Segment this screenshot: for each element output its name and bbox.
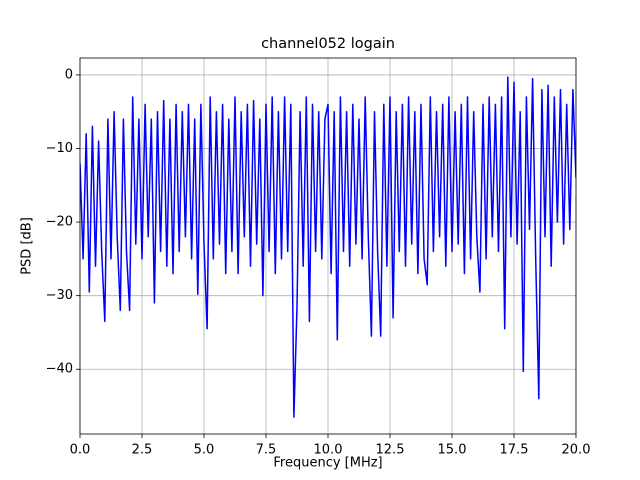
x-tick-label: 17.5 bbox=[500, 443, 529, 458]
y-tick-label: −30 bbox=[46, 288, 73, 303]
x-tick-label: 7.5 bbox=[256, 443, 277, 458]
x-tick-label: 5.0 bbox=[194, 443, 215, 458]
x-tick-label: 2.5 bbox=[132, 443, 153, 458]
y-tick-label: −40 bbox=[46, 362, 73, 377]
x-tick-label: 0.0 bbox=[70, 443, 91, 458]
x-tick-label: 20.0 bbox=[562, 443, 591, 458]
x-axis-label: Frequency [MHz] bbox=[273, 456, 382, 471]
x-tick-label: 10.0 bbox=[314, 443, 343, 458]
x-tick-label: 12.5 bbox=[376, 443, 405, 458]
y-axis-label: PSD [dB] bbox=[20, 217, 35, 275]
y-tick-label: −10 bbox=[46, 141, 73, 156]
psd-line bbox=[80, 76, 576, 418]
y-tick-label: −20 bbox=[46, 215, 73, 230]
chart-title: channel052 logain bbox=[261, 36, 395, 52]
y-tick-label: 0 bbox=[65, 67, 73, 82]
plot-frame bbox=[79, 57, 577, 435]
x-tick-label: 15.0 bbox=[438, 443, 467, 458]
